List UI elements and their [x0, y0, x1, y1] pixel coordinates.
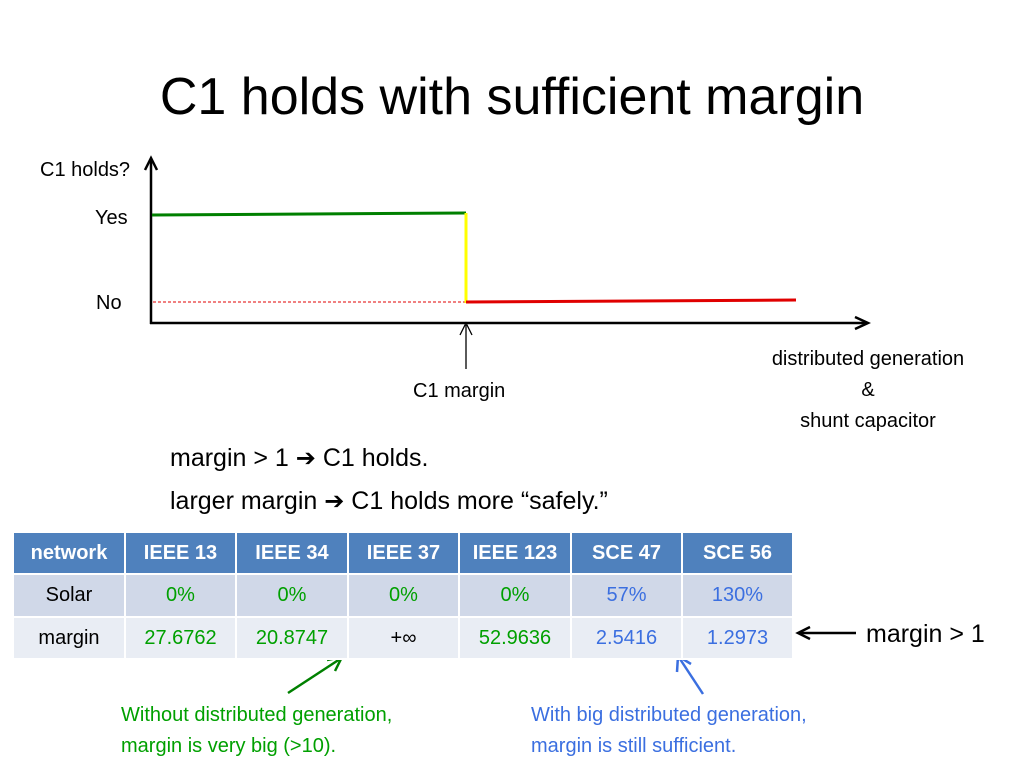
row-label: Solar [12, 573, 126, 618]
x-axis-label: distributed generation & shunt capacitor [748, 344, 988, 437]
blue-note-line: margin is still sufficient. [531, 735, 737, 757]
table-cell: 2.5416 [570, 616, 683, 660]
table-header-row: network IEEE 13 IEEE 34 IEEE 37 IEEE 123… [12, 531, 794, 575]
table-cell: 1.2973 [681, 616, 794, 660]
header-cell: IEEE 123 [458, 531, 572, 575]
table-cell: 0% [347, 573, 460, 618]
blue-note-arrow [678, 658, 705, 695]
header-cell: IEEE 13 [124, 531, 237, 575]
x-axis-arrowhead [854, 315, 871, 331]
table-row: Solar 0% 0% 0% 0% 57% 130% [12, 573, 794, 618]
y-axis-arrowhead [143, 155, 159, 171]
table-cell: 130% [681, 573, 794, 618]
blue-note-line: With big distributed generation, [531, 704, 807, 726]
table-row: margin 27.6762 20.8747 +∞ 52.9636 2.5416… [12, 616, 794, 660]
table-cell: 27.6762 [124, 616, 237, 660]
x-axis-label-line: distributed generation [771, 348, 965, 370]
slide-title: C1 holds with sufficient margin [159, 68, 865, 126]
header-cell: network [12, 531, 126, 575]
table-cell: 57% [570, 573, 683, 618]
table-cell: 0% [235, 573, 349, 618]
statement-2-right: C1 holds more “safely.” [351, 487, 608, 515]
row-label: margin [12, 616, 126, 660]
statement-2-left: larger margin [170, 487, 318, 515]
statement-1: margin > 1 ➔ C1 holds. [170, 442, 428, 474]
margin-marker-arrowhead [459, 321, 473, 336]
results-table: network IEEE 13 IEEE 34 IEEE 37 IEEE 123… [12, 531, 794, 660]
margin-callout: margin > 1 [866, 620, 985, 648]
y-yes-label: Yes [95, 207, 128, 229]
blue-note: With big distributed generation, margin … [531, 700, 807, 762]
statement-1-left: margin > 1 [170, 444, 289, 472]
right-arrow-icon: ➔ [295, 444, 316, 472]
table-cell: +∞ [347, 616, 460, 660]
green-note: Without distributed generation, margin i… [121, 700, 392, 762]
yes-segment [151, 211, 467, 217]
header-cell: IEEE 34 [235, 531, 349, 575]
header-cell: SCE 47 [570, 531, 683, 575]
statement-2: larger margin ➔ C1 holds more “safely.” [170, 485, 608, 517]
no-segment [465, 298, 797, 304]
statement-1-right: C1 holds. [322, 444, 429, 472]
header-cell: IEEE 37 [347, 531, 460, 575]
table-cell: 20.8747 [235, 616, 349, 660]
callout-arrowhead [795, 625, 811, 641]
table-cell: 52.9636 [458, 616, 572, 660]
right-arrow-icon: ➔ [324, 487, 345, 515]
table-cell: 0% [458, 573, 572, 618]
x-axis-label-line: & [861, 379, 875, 401]
x-axis-label-line: shunt capacitor [800, 410, 936, 432]
green-note-line: margin is very big (>10). [121, 735, 337, 757]
green-note-line: Without distributed generation, [121, 704, 393, 726]
green-note-arrow [287, 657, 341, 695]
table-cell: 0% [124, 573, 237, 618]
header-cell: SCE 56 [681, 531, 794, 575]
margin-marker-label: C1 margin [413, 380, 506, 402]
y-axis-label: C1 holds? [40, 159, 131, 181]
y-no-label: No [96, 292, 122, 314]
